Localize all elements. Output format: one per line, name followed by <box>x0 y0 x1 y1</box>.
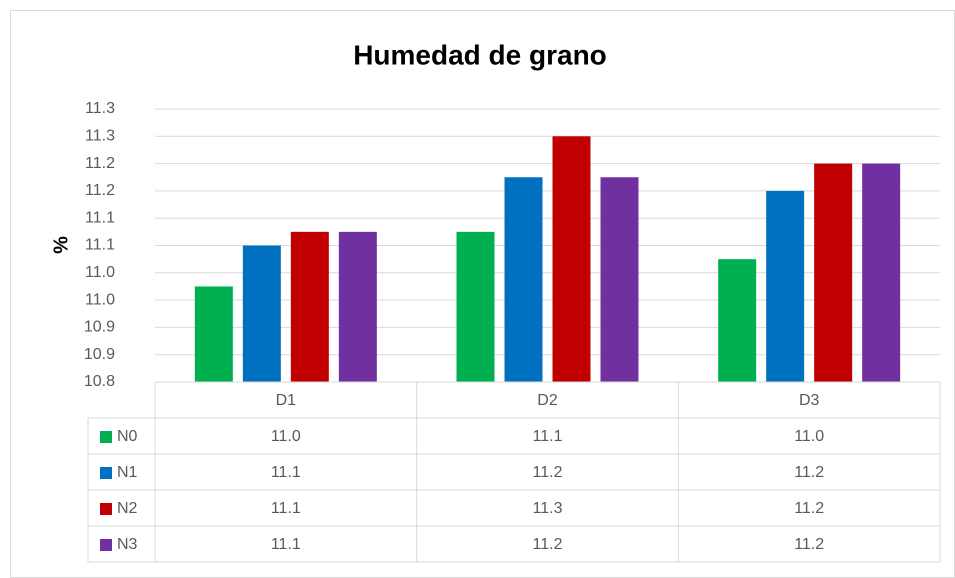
y-tick-label: 10.9 <box>84 319 115 336</box>
table-cell: 11.2 <box>794 500 824 517</box>
y-tick-label: 11.0 <box>85 264 115 281</box>
bar <box>766 190 805 382</box>
bar <box>290 231 329 382</box>
legend-label: N3 <box>117 536 138 553</box>
table-cell: 11.2 <box>794 536 824 553</box>
chart-title: Humedad de grano <box>353 39 607 70</box>
y-tick-label: 11.1 <box>85 209 115 226</box>
bar <box>338 231 377 382</box>
bar <box>814 163 853 382</box>
table-header: D1 <box>276 392 297 409</box>
table-cell: 11.2 <box>794 464 824 481</box>
table-cell: 11.0 <box>794 428 824 445</box>
table-header: D2 <box>537 392 558 409</box>
bar <box>456 231 495 382</box>
y-axis-label: % <box>50 236 72 254</box>
table-cell: 11.1 <box>271 500 301 517</box>
table-header: D3 <box>799 392 820 409</box>
legend-key <box>100 431 112 443</box>
bar <box>504 177 543 382</box>
y-tick-label: 11.1 <box>85 237 115 254</box>
y-tick-label: 11.3 <box>85 100 115 117</box>
bar <box>242 245 281 382</box>
y-tick-label: 11.0 <box>85 291 115 308</box>
legend-label: N0 <box>117 428 138 445</box>
y-tick-label: 11.2 <box>85 182 115 199</box>
y-tick-label: 11.3 <box>85 128 115 145</box>
bar <box>552 136 591 382</box>
table-cell: 11.1 <box>533 428 563 445</box>
legend-label: N2 <box>117 500 138 517</box>
bar <box>718 259 757 382</box>
y-tick-label: 11.2 <box>85 155 115 172</box>
legend-key <box>100 467 112 479</box>
y-tick-label: 10.9 <box>84 346 115 363</box>
table-cell: 11.2 <box>533 464 563 481</box>
legend-key <box>100 539 112 551</box>
table-cell: 11.0 <box>271 428 301 445</box>
table-cell: 11.3 <box>533 500 563 517</box>
bar <box>600 177 639 382</box>
y-tick-label: 10.8 <box>84 373 115 390</box>
bar <box>862 163 901 382</box>
bar <box>194 286 233 382</box>
legend-key <box>100 503 112 515</box>
table-cell: 11.1 <box>271 536 301 553</box>
table-cell: 11.1 <box>271 464 301 481</box>
table-cell: 11.2 <box>533 536 563 553</box>
legend-label: N1 <box>117 464 138 481</box>
